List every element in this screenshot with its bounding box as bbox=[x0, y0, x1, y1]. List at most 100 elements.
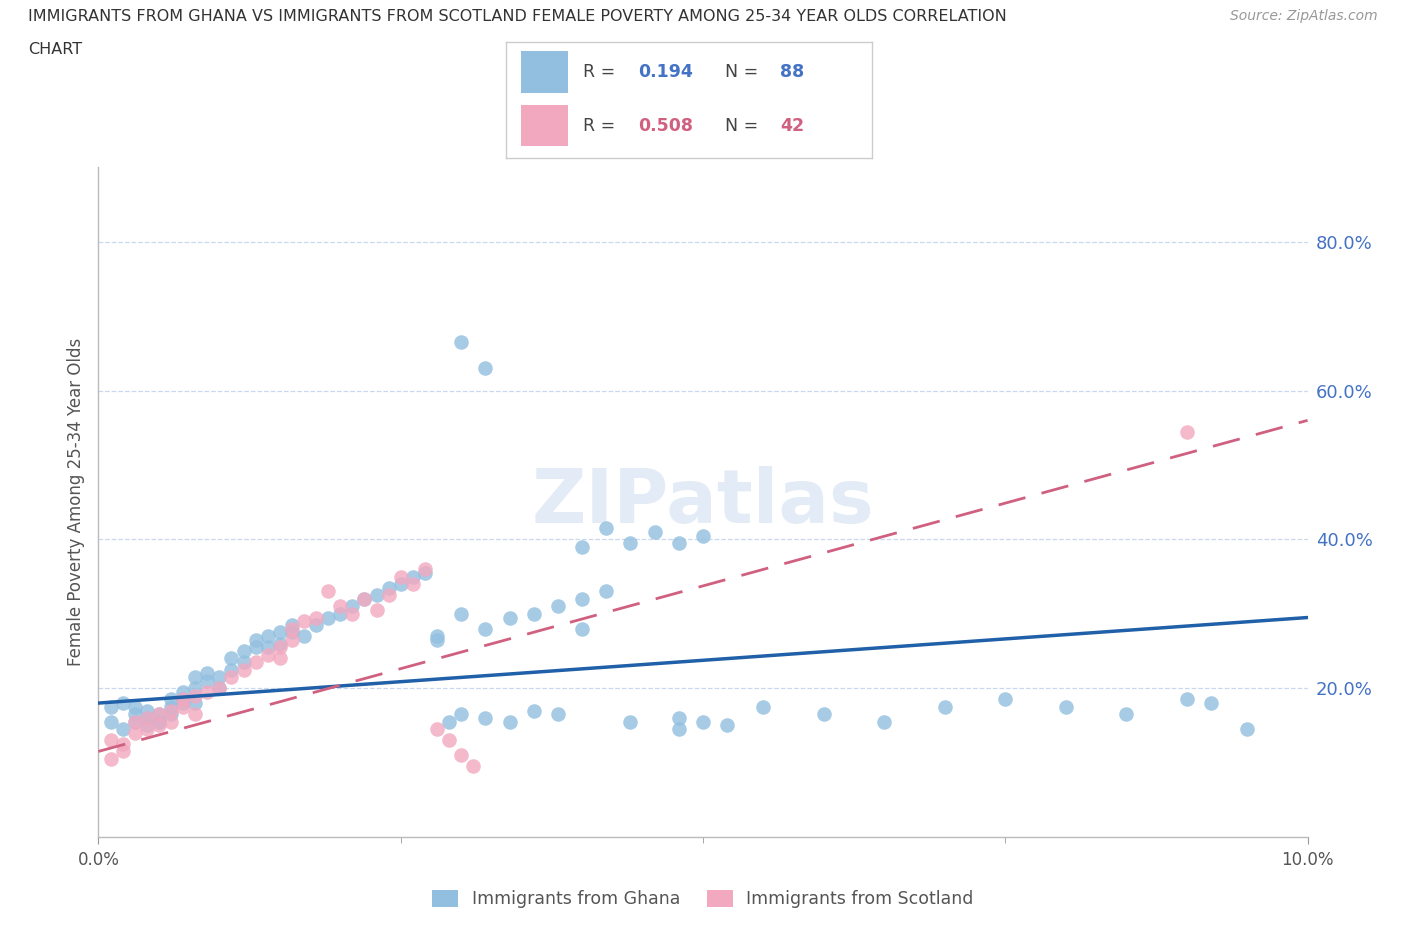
Point bbox=[221, 662, 243, 677]
Point bbox=[366, 603, 388, 618]
Point bbox=[148, 707, 170, 722]
Point bbox=[135, 711, 157, 725]
Point bbox=[413, 565, 436, 580]
Point bbox=[463, 759, 485, 774]
Point bbox=[498, 610, 520, 625]
Point bbox=[1199, 696, 1222, 711]
Point bbox=[692, 528, 714, 543]
Point bbox=[184, 670, 207, 684]
Point bbox=[474, 711, 496, 725]
Point bbox=[668, 711, 690, 725]
Point bbox=[305, 618, 328, 632]
Point bbox=[813, 707, 835, 722]
Point bbox=[172, 684, 194, 699]
Point bbox=[256, 640, 278, 655]
Point bbox=[437, 714, 460, 729]
Point bbox=[342, 599, 364, 614]
Point bbox=[148, 718, 170, 733]
Point bbox=[668, 536, 690, 551]
Point bbox=[135, 711, 157, 725]
Point bbox=[148, 707, 170, 722]
Point bbox=[160, 707, 183, 722]
Text: 88: 88 bbox=[780, 63, 804, 81]
Point bbox=[305, 610, 328, 625]
Point bbox=[111, 722, 134, 737]
Point bbox=[437, 733, 460, 748]
Point bbox=[523, 606, 546, 621]
Text: N =: N = bbox=[725, 63, 765, 81]
Point bbox=[450, 748, 472, 763]
Point bbox=[208, 681, 231, 696]
Point bbox=[100, 733, 122, 748]
Point bbox=[474, 361, 496, 376]
Point bbox=[994, 692, 1017, 707]
Point bbox=[426, 722, 449, 737]
Point bbox=[256, 629, 278, 644]
Point bbox=[245, 632, 267, 647]
Point bbox=[426, 632, 449, 647]
Point bbox=[148, 714, 170, 729]
Point bbox=[353, 591, 375, 606]
Point bbox=[135, 722, 157, 737]
Point bbox=[1236, 722, 1258, 737]
Point bbox=[281, 632, 304, 647]
Point bbox=[111, 737, 134, 751]
Point bbox=[547, 707, 569, 722]
Point bbox=[184, 707, 207, 722]
Text: CHART: CHART bbox=[28, 42, 82, 57]
Point bbox=[523, 703, 546, 718]
Point bbox=[256, 647, 278, 662]
Point bbox=[184, 681, 207, 696]
Point bbox=[402, 577, 425, 591]
Point bbox=[195, 666, 218, 681]
Point bbox=[281, 618, 304, 632]
Point bbox=[245, 655, 267, 670]
Point bbox=[269, 625, 291, 640]
Point bbox=[292, 614, 315, 629]
Point bbox=[547, 599, 569, 614]
Point bbox=[692, 714, 714, 729]
Point bbox=[100, 699, 122, 714]
Text: R =: R = bbox=[583, 63, 620, 81]
Point bbox=[232, 662, 254, 677]
Text: IMMIGRANTS FROM GHANA VS IMMIGRANTS FROM SCOTLAND FEMALE POVERTY AMONG 25-34 YEA: IMMIGRANTS FROM GHANA VS IMMIGRANTS FROM… bbox=[28, 9, 1007, 24]
Point bbox=[232, 655, 254, 670]
Point bbox=[232, 644, 254, 658]
Point bbox=[160, 692, 183, 707]
Point bbox=[426, 629, 449, 644]
Point bbox=[124, 714, 146, 729]
Point bbox=[752, 699, 775, 714]
Point bbox=[208, 670, 231, 684]
Point bbox=[342, 606, 364, 621]
Point bbox=[1115, 707, 1137, 722]
Legend: Immigrants from Ghana, Immigrants from Scotland: Immigrants from Ghana, Immigrants from S… bbox=[425, 883, 981, 915]
Point bbox=[269, 651, 291, 666]
Point bbox=[450, 335, 472, 350]
Point bbox=[221, 651, 243, 666]
Text: 42: 42 bbox=[780, 116, 804, 135]
Point bbox=[111, 744, 134, 759]
Point bbox=[281, 625, 304, 640]
Text: R =: R = bbox=[583, 116, 620, 135]
Point bbox=[450, 606, 472, 621]
Point bbox=[281, 621, 304, 636]
Point bbox=[245, 640, 267, 655]
Point bbox=[329, 606, 352, 621]
Point bbox=[172, 692, 194, 707]
Point bbox=[208, 681, 231, 696]
Bar bbox=[520, 51, 568, 93]
Point bbox=[135, 718, 157, 733]
Point bbox=[124, 725, 146, 740]
Point bbox=[172, 696, 194, 711]
Point bbox=[450, 707, 472, 722]
Point bbox=[402, 569, 425, 584]
Point bbox=[172, 692, 194, 707]
Point bbox=[148, 714, 170, 729]
Point bbox=[292, 629, 315, 644]
Text: N =: N = bbox=[725, 116, 765, 135]
Text: 0.508: 0.508 bbox=[638, 116, 693, 135]
Point bbox=[1175, 424, 1198, 439]
Point bbox=[160, 714, 183, 729]
Point bbox=[195, 673, 218, 688]
Point bbox=[413, 562, 436, 577]
